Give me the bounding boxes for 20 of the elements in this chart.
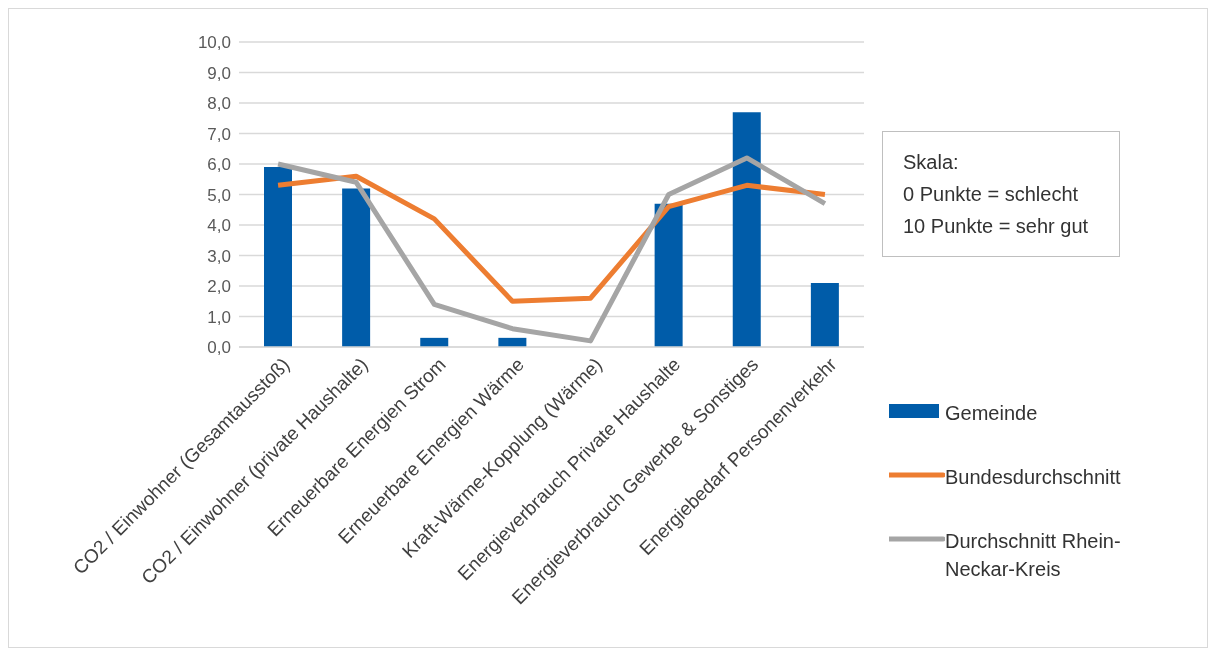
legend-label: Gemeinde xyxy=(945,401,1039,426)
y-tick-label: 4,0 xyxy=(207,216,231,236)
y-tick-label: 7,0 xyxy=(207,124,231,144)
y-tick-label: 2,0 xyxy=(207,277,231,297)
y-tick-label: 5,0 xyxy=(207,185,231,205)
y-tick-label: 0,0 xyxy=(207,338,231,358)
bar xyxy=(732,112,761,347)
y-tick-label: 1,0 xyxy=(207,307,231,327)
bar xyxy=(342,188,371,347)
bar xyxy=(810,282,839,347)
legend-label: Durchschnitt Rhein-Neckar-Kreis xyxy=(945,529,1122,582)
y-tick-label: 6,0 xyxy=(207,155,231,175)
y-tick-label: 8,0 xyxy=(207,94,231,114)
legend-label: Bundesdurchschnitt xyxy=(945,465,1122,490)
y-tick-label: 3,0 xyxy=(207,246,231,266)
bar xyxy=(264,167,292,347)
y-tick-label: 9,0 xyxy=(207,63,231,83)
bar xyxy=(654,203,683,347)
y-tick-label: 10,0 xyxy=(197,33,231,53)
text: Skala: 0 Punkte = schlecht 10 Punkte = sehr gut xyxy=(882,131,1120,257)
